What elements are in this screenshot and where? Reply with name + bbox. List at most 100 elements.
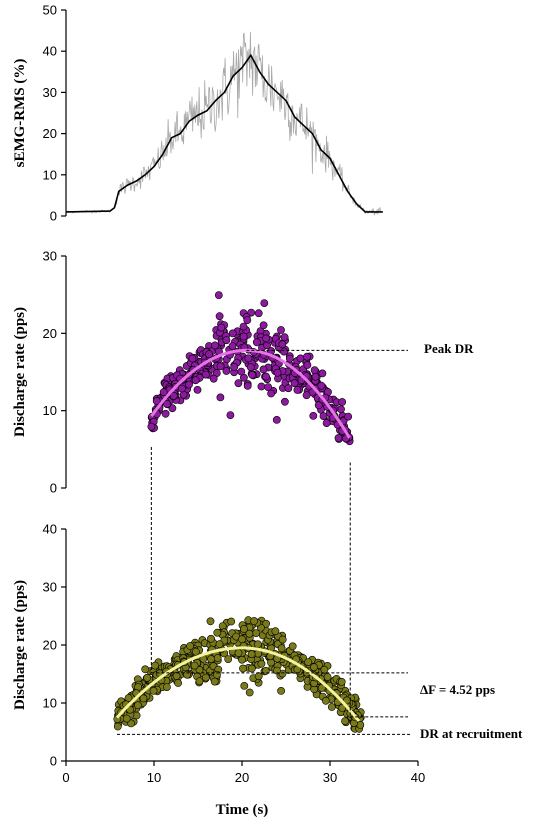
y-axis-label: Discharge rate (pps) [12, 307, 28, 437]
discharge-point [259, 365, 268, 374]
discharge-point [191, 647, 200, 656]
discharge-point [310, 366, 319, 374]
fit-curve [150, 348, 351, 439]
y-ticks: 0 10 20 30 40 50 [43, 3, 66, 224]
peak-dr-annotation: Peak DR [424, 341, 474, 356]
discharge-point [133, 701, 142, 710]
y-tick-label: 20 [43, 126, 57, 141]
discharge-point [205, 350, 213, 359]
discharge-point [304, 658, 313, 666]
raw-semg-trace-path [65, 31, 383, 216]
discharge-point [322, 419, 331, 427]
discharge-point [318, 369, 327, 378]
discharge-point [344, 412, 353, 421]
discharge-point [213, 654, 222, 662]
discharge-point [206, 617, 215, 626]
discharge-point [338, 704, 347, 712]
discharge-point [122, 714, 131, 723]
discharge-point [162, 683, 171, 691]
discharge-point [311, 372, 320, 381]
discharge-point [141, 665, 150, 674]
discharge-point [240, 682, 249, 690]
discharge-point [320, 665, 329, 674]
discharge-point [214, 291, 223, 299]
fit-curve [115, 646, 361, 723]
discharge-point [262, 619, 270, 628]
y-tick-label: 0 [50, 754, 57, 769]
discharge-point [327, 703, 336, 711]
discharge-point [257, 382, 266, 391]
discharge-point [280, 397, 289, 406]
discharge-point [245, 629, 254, 638]
discharge-point [149, 686, 158, 695]
discharge-point [139, 694, 148, 703]
discharge-point [338, 398, 347, 406]
discharge-point [278, 635, 287, 644]
discharge-point [243, 381, 252, 390]
discharge-point [257, 659, 266, 668]
discharge-point [195, 666, 204, 674]
x-tick-label: 40 [411, 770, 425, 785]
y-tick-label: 10 [43, 696, 57, 711]
discharge-point [262, 372, 270, 381]
discharge-point [234, 649, 243, 657]
discharge-point [271, 627, 280, 636]
discharge-point [188, 354, 197, 363]
discharge-point [243, 316, 252, 324]
discharge-point [190, 661, 199, 670]
discharge-point [228, 342, 237, 350]
x-axis-label: Time (s) [216, 802, 269, 818]
y-tick-label: 10 [43, 403, 57, 418]
discharge-point [321, 696, 330, 705]
discharge-point [161, 409, 170, 418]
discharge-point [247, 650, 256, 659]
discharge-point [147, 422, 156, 431]
discharge-point [222, 367, 231, 375]
discharge-point [226, 411, 235, 419]
discharge-point [113, 722, 122, 731]
y-tick-label: 40 [43, 522, 57, 537]
y-tick-label: 30 [43, 580, 57, 595]
y-ticks: 0 10 20 30 40 [43, 522, 66, 769]
discharge-point [334, 434, 343, 442]
discharge-point [216, 393, 225, 402]
discharge-point [356, 721, 365, 729]
discharge-point [272, 415, 281, 424]
discharge-point [126, 705, 134, 714]
y-tick-label: 20 [43, 638, 57, 653]
discharge-point [323, 673, 332, 681]
discharge-point [227, 617, 236, 626]
discharge-point [193, 385, 202, 394]
discharge-rate-panel-recruitment: 0 10 20 30 40 0 10 20 30 40 ΔF = 4.52 pps DR at … [12, 522, 523, 819]
discharge-point [215, 312, 224, 321]
discharge-point [209, 374, 218, 383]
discharge-point [215, 640, 224, 649]
discharge-point [213, 628, 222, 637]
x-tick-label: 10 [147, 770, 161, 785]
dr-recruitment-annotation: DR at recruitment [420, 726, 523, 741]
discharge-point [191, 376, 200, 385]
discharge-point [238, 635, 246, 644]
discharge-point [238, 655, 246, 664]
discharge-point [285, 354, 294, 363]
y-tick-label: 30 [43, 85, 57, 100]
delta-f-annotation: ΔF = 4.52 pps [420, 682, 495, 697]
discharge-point [239, 332, 248, 341]
discharge-point [278, 340, 287, 349]
discharge-point [211, 341, 219, 350]
discharge-point [201, 673, 210, 682]
discharge-point [250, 617, 258, 625]
discharge-point [277, 687, 285, 695]
discharge-point [310, 663, 318, 672]
y-tick-label: 0 [50, 209, 57, 224]
discharge-point [247, 664, 256, 673]
discharge-point [280, 347, 288, 356]
discharge-point [228, 329, 237, 338]
discharge-point [296, 354, 305, 363]
discharge-point [337, 405, 345, 414]
discharge-point [152, 396, 161, 405]
discharge-point [172, 672, 181, 680]
discharge-point [260, 299, 269, 307]
discharge-point [143, 673, 152, 682]
discharge-point [337, 678, 346, 686]
